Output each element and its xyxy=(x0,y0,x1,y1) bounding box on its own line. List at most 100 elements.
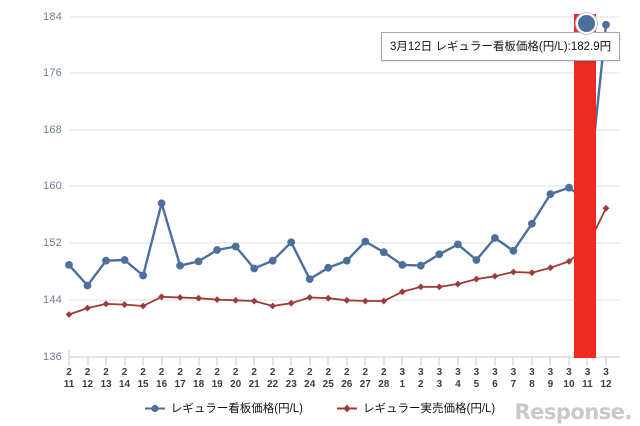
data-point[interactable] xyxy=(231,242,240,251)
data-point[interactable] xyxy=(324,294,332,302)
data-point[interactable] xyxy=(510,268,517,276)
x-tick-month: 3 xyxy=(492,367,498,378)
data-point[interactable] xyxy=(343,296,351,304)
y-tick-136: 136 xyxy=(43,351,62,363)
data-point[interactable] xyxy=(269,302,277,310)
x-tick-month: 3 xyxy=(418,367,424,378)
data-point[interactable] xyxy=(139,302,147,310)
data-point[interactable] xyxy=(361,297,369,305)
data-point[interactable] xyxy=(305,275,314,283)
data-point[interactable] xyxy=(528,219,536,228)
x-tick-day: 24 xyxy=(304,378,316,390)
data-point[interactable] xyxy=(287,299,295,307)
data-point[interactable] xyxy=(83,281,92,290)
chart-legend: レギュラー看板価格(円/L) レギュラー実売価格(円/L) xyxy=(0,400,640,416)
data-point[interactable] xyxy=(213,296,221,304)
data-point[interactable] xyxy=(454,280,462,288)
x-tick-month: 2 xyxy=(195,367,202,378)
data-point[interactable] xyxy=(195,294,203,302)
x-tick-day: 11 xyxy=(63,378,75,390)
x-tick-month: 2 xyxy=(158,367,165,378)
data-point[interactable] xyxy=(250,264,259,273)
data-point[interactable] xyxy=(157,199,166,208)
data-point[interactable] xyxy=(565,183,573,192)
x-tick-label: 2 16 xyxy=(151,367,173,390)
data-point[interactable] xyxy=(65,311,73,318)
data-point[interactable] xyxy=(232,296,240,304)
data-point[interactable] xyxy=(491,272,499,280)
data-point[interactable] xyxy=(380,297,388,305)
y-tick-160: 160 xyxy=(43,180,62,192)
x-tick-day: 6 xyxy=(492,378,498,390)
legend-item-actual-price[interactable]: レギュラー実売価格(円/L) xyxy=(337,400,495,416)
data-point[interactable] xyxy=(287,238,296,247)
x-tick-label: 2 24 xyxy=(299,367,321,390)
x-tick-label: 2 26 xyxy=(336,367,358,390)
x-tick-month: 3 xyxy=(603,367,609,378)
data-point[interactable] xyxy=(454,240,462,249)
data-point[interactable] xyxy=(194,257,203,266)
data-point[interactable] xyxy=(602,204,610,212)
x-tick-month: 2 xyxy=(381,367,387,378)
x-tick-day: 16 xyxy=(156,378,168,390)
x-tick-month: 3 xyxy=(529,367,535,378)
data-point[interactable] xyxy=(546,190,555,199)
data-point[interactable] xyxy=(306,294,314,301)
tooltip: 3月12日 レギュラー看板価格(円/L):182.9円 xyxy=(381,32,621,61)
data-point[interactable] xyxy=(158,293,165,301)
y-tick-152: 152 xyxy=(43,237,62,249)
legend-item-signboard-price[interactable]: レギュラー看板価格(円/L) xyxy=(144,400,303,416)
data-point[interactable] xyxy=(65,261,73,269)
data-point[interactable] xyxy=(139,271,148,280)
data-point[interactable] xyxy=(342,256,351,265)
data-point[interactable] xyxy=(472,256,481,264)
data-point[interactable] xyxy=(602,20,610,29)
data-point[interactable] xyxy=(102,300,110,308)
data-point[interactable] xyxy=(213,246,222,254)
x-tick-day: 3 xyxy=(436,378,443,390)
x-tick-day: 23 xyxy=(285,378,297,390)
data-point[interactable] xyxy=(547,264,554,272)
data-point[interactable] xyxy=(268,256,277,265)
legend-marker-diamond-icon xyxy=(337,404,357,412)
data-point[interactable] xyxy=(324,263,333,272)
x-tick-label: 2 11 xyxy=(58,367,80,390)
data-point[interactable] xyxy=(435,250,444,259)
x-tick-label: 2 15 xyxy=(132,367,154,390)
data-point[interactable] xyxy=(472,275,480,283)
data-point[interactable] xyxy=(398,288,406,296)
data-point[interactable] xyxy=(379,248,388,257)
data-point[interactable] xyxy=(250,297,258,305)
data-point[interactable] xyxy=(435,283,443,291)
x-tick-month: 3 xyxy=(566,367,572,378)
x-tick-month: 2 xyxy=(251,367,257,378)
data-point[interactable] xyxy=(565,257,573,265)
data-point[interactable] xyxy=(509,246,518,255)
legend-marker-circle-icon xyxy=(144,404,165,412)
x-tick-day: 4 xyxy=(455,378,461,390)
x-tick-label: 3 10 xyxy=(558,367,580,390)
x-tick-label: 3 12 xyxy=(595,367,617,390)
data-point[interactable] xyxy=(417,283,425,291)
highlight-point-0312[interactable] xyxy=(576,13,597,34)
data-point[interactable] xyxy=(416,261,425,270)
x-tick-day: 12 xyxy=(81,378,94,390)
data-point[interactable] xyxy=(120,256,129,264)
data-point[interactable] xyxy=(528,269,536,277)
x-tick-day: 2 xyxy=(418,378,424,390)
x-tick-month: 2 xyxy=(103,367,109,378)
x-tick-month: 3 xyxy=(473,367,480,378)
data-point[interactable] xyxy=(121,301,128,308)
series-line xyxy=(68,24,608,287)
data-point[interactable] xyxy=(176,261,185,270)
x-tick-label: 2 25 xyxy=(317,367,339,390)
data-point[interactable] xyxy=(102,256,110,265)
data-point[interactable] xyxy=(176,294,184,301)
data-point[interactable] xyxy=(398,261,407,269)
data-point[interactable] xyxy=(84,304,91,312)
data-point[interactable] xyxy=(361,237,370,246)
data-point[interactable] xyxy=(491,234,499,242)
